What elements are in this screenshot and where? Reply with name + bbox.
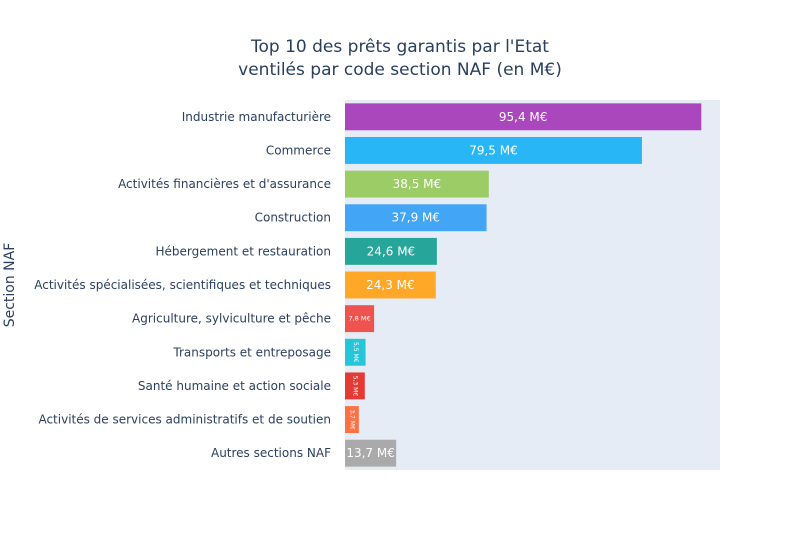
bar-value-label: 37,9 M€ (392, 211, 441, 225)
bar (345, 204, 487, 232)
chart-title-line-2: ventilés par code section NAF (en M€) (238, 60, 562, 80)
bar (345, 137, 642, 164)
bar (345, 271, 436, 299)
y-tick-label: Transports et entreposage (172, 345, 331, 359)
bar-value-label: 7,8 M€ (348, 315, 370, 323)
bar-value-label: 38,5 M€ (393, 177, 442, 191)
y-tick-label: Santé humaine et action sociale (138, 379, 331, 393)
y-tick-label: Commerce (266, 143, 331, 157)
bar-value-label: 24,6 M€ (367, 244, 416, 258)
y-tick-label: Activités spécialisées, scientifiques et… (34, 278, 331, 292)
y-tick-label: Activités financières et d'assurance (118, 177, 331, 191)
chart-title-line-1: Top 10 des prêts garantis par l'Etat (250, 37, 549, 57)
bar (345, 170, 489, 198)
bar-value-label: 24,3 M€ (366, 278, 415, 292)
bar-value-label: 5,3 M€ (351, 376, 358, 397)
bar (345, 103, 702, 131)
bar-value-label: 95,4 M€ (499, 110, 548, 124)
bar (345, 406, 359, 433)
bar-value-label: 3,7 M€ (348, 409, 355, 430)
bar (345, 439, 397, 467)
bar (345, 338, 366, 366)
y-tick-label: Activités de services administratifs et … (38, 413, 331, 427)
y-tick-label: Hébergement et restauration (156, 244, 331, 258)
bar (345, 372, 365, 400)
bar (345, 237, 437, 265)
y-tick-label: Agriculture, sylviculture et pêche (132, 312, 331, 326)
bar (345, 305, 375, 333)
bar-value-label: 79,5 M€ (469, 143, 518, 157)
bar-value-label: 13,7 M€ (346, 446, 395, 460)
bar-value-label: 5,5 M€ (352, 342, 359, 363)
y-tick-label: Construction (255, 211, 331, 225)
y-tick-labels: Industrie manufacturière Commerce Activité… (34, 110, 331, 460)
y-tick-label: Autres sections NAF (211, 446, 331, 460)
y-axis-label: Section NAF (2, 243, 18, 328)
y-tick-label: Industrie manufacturière (182, 110, 331, 124)
bars-group: 95,4 M€ 79,5 M€ 38,5 M€ 37,9 M€ 24,6 M€ 24,3 … (345, 103, 702, 467)
